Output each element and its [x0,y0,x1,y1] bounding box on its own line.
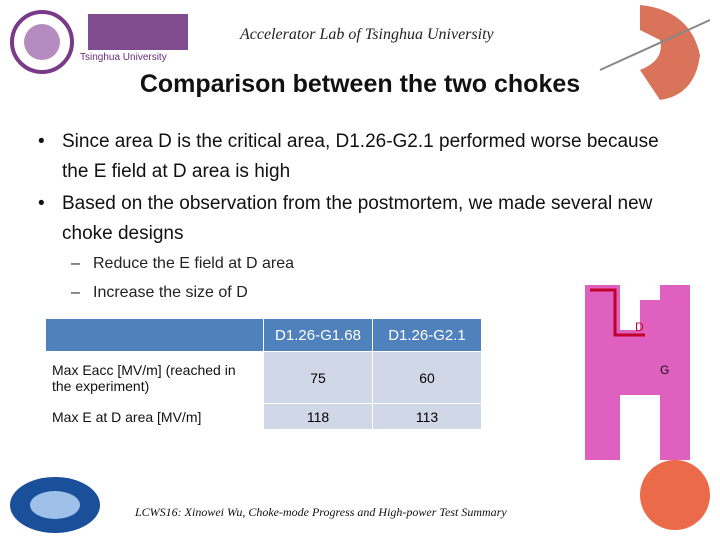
slide-title: Comparison between the two chokes [139,70,581,98]
table-row: Max Eacc [MV/m] (reached in the experime… [45,351,482,404]
table-row: Max E at D area [MV/m] 118 113 [45,403,482,430]
lab-name: Accelerator Lab of Tsinghua University [240,26,494,43]
bullet: Based on the observation from the postmo… [38,189,672,249]
cell: 60 [372,351,482,404]
lcws-logo-inner [30,491,80,519]
cell: 118 [263,403,373,430]
column-header: D1.26-G1.68 [263,318,373,352]
column-header: D1.26-G2.1 [372,318,482,352]
clic-logo [640,460,710,530]
bullet: Since area D is the critical area, D1.26… [38,127,672,187]
sub-bullet: Reduce the E field at D area [71,255,294,273]
choke-geometry [585,285,690,460]
corner-cell [45,318,264,352]
table-header: D1.26-G1.68 D1.26-G2.1 [45,318,482,352]
cavity-rod [599,19,711,71]
cell: 113 [372,403,482,430]
cell: 75 [263,351,373,404]
calligraphy-logo [88,14,188,50]
row-label: Max E at D area [MV/m] [45,403,264,430]
seal-center [24,24,60,60]
comparison-table: D1.26-G1.68 D1.26-G2.1 Max Eacc [MV/m] (… [45,318,482,430]
university-seal [10,10,74,74]
row-label: Max Eacc [MV/m] (reached in the experime… [45,351,264,404]
footer: LCWS16: Xinowei Wu, Choke-mode Progress … [135,505,507,519]
diagram-label: G [660,363,670,377]
cavity-image [640,5,700,100]
sub-bullet: Increase the size of D [71,284,248,302]
diagram-label: D [635,320,644,334]
logo-text: Tsinghua University [80,52,167,63]
choke-edge [590,288,645,337]
